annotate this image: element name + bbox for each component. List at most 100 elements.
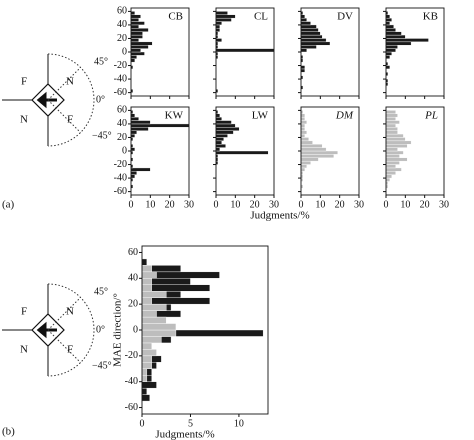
bar — [215, 150, 269, 155]
bar — [130, 120, 151, 125]
diamond — [31, 83, 65, 117]
bar — [385, 113, 398, 118]
bar — [141, 362, 152, 369]
bar — [300, 133, 306, 138]
bar — [215, 116, 223, 121]
bar — [385, 110, 396, 114]
bar — [130, 130, 138, 135]
panel-title: PL — [424, 110, 438, 122]
bar — [385, 174, 393, 179]
bar — [385, 127, 398, 131]
y-tick-label: 20 — [117, 132, 127, 143]
bar — [215, 14, 236, 19]
bar — [300, 21, 311, 26]
bar — [215, 48, 275, 53]
x-tick-label: 30 — [439, 199, 449, 210]
x-tick-label: 10 — [400, 199, 410, 210]
bar — [385, 123, 396, 128]
bar — [130, 21, 145, 26]
bar — [300, 167, 306, 172]
bar — [385, 45, 398, 49]
region-label: N — [66, 76, 74, 88]
x-tick-label: 30 — [354, 199, 364, 210]
angle-label: 45° — [94, 56, 108, 67]
bar — [215, 28, 221, 32]
bar — [130, 167, 151, 172]
panel-label: (b) — [2, 426, 15, 438]
x-tick-label: 5 — [188, 418, 193, 429]
bar — [385, 24, 394, 29]
bar — [141, 284, 211, 292]
x-tick-label: 20 — [420, 199, 430, 210]
bar — [215, 17, 232, 22]
bar — [141, 284, 152, 292]
bar — [215, 38, 223, 43]
bar — [300, 24, 317, 29]
bar — [141, 387, 148, 395]
bar — [385, 137, 406, 142]
bar — [300, 113, 306, 118]
region-label: N — [20, 344, 28, 356]
bar — [141, 329, 177, 337]
bar — [385, 133, 404, 138]
bar — [130, 28, 149, 32]
bar — [300, 164, 308, 169]
y-tick-label: 40 — [117, 19, 127, 30]
angle-ray — [47, 99, 81, 133]
x-tick-label: 0 — [140, 418, 145, 429]
bar — [385, 48, 396, 53]
bar — [300, 34, 323, 39]
x-tick-label: 0 — [129, 199, 134, 210]
bar — [300, 28, 319, 32]
bar — [385, 34, 406, 39]
panel-title: CL — [254, 11, 268, 23]
angle-ray — [47, 329, 81, 363]
y-tick-label: 60 — [117, 6, 127, 17]
angle-label: −45° — [92, 130, 112, 141]
bar — [300, 45, 317, 49]
histogram-panel: 0 10 20 30 PL — [383, 106, 449, 210]
bar — [385, 51, 393, 56]
x-tick-label: 10 — [145, 199, 155, 210]
bar — [385, 120, 400, 125]
bar — [130, 55, 138, 59]
bar — [215, 133, 228, 138]
bar — [300, 157, 319, 162]
bar — [130, 116, 139, 121]
y-tick-label: 20 — [117, 33, 127, 44]
bar — [141, 297, 211, 305]
bar — [385, 55, 391, 59]
bar — [385, 167, 402, 172]
orientation-diagram: F N N F 45° 0° −45° — [2, 53, 112, 147]
y-tick-label: -60 — [114, 87, 127, 98]
y-tick-label: -60 — [125, 402, 138, 413]
angle-ray — [47, 67, 81, 101]
bar — [130, 58, 136, 63]
histogram-panel: 0 10 20 30 DM — [298, 106, 364, 210]
bar — [130, 17, 139, 22]
bar — [130, 11, 136, 15]
bar — [130, 133, 136, 138]
bar — [141, 265, 152, 273]
bar — [385, 17, 393, 22]
y-tick-label: 0 — [122, 145, 127, 156]
bar — [130, 51, 145, 56]
bar — [385, 154, 400, 158]
x-tick-label: 30 — [269, 199, 279, 210]
bar — [141, 394, 150, 402]
bar — [215, 120, 232, 125]
histogram-panel: KB — [383, 7, 445, 99]
bar — [300, 127, 306, 131]
x-tick-label: 0 — [299, 199, 304, 210]
x-tick-label: 10 — [230, 199, 240, 210]
bar — [141, 278, 152, 285]
bar — [300, 147, 327, 152]
panel-title: KB — [423, 11, 438, 23]
bar — [141, 336, 162, 344]
bar — [215, 147, 221, 152]
bar — [130, 31, 143, 36]
region-label: F — [21, 76, 27, 88]
orientation-diagram: F N N F 45° 0° −45° — [2, 283, 112, 377]
